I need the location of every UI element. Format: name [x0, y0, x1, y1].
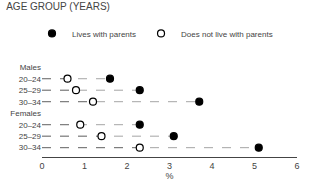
svg-text:30–34: 30–34	[19, 143, 42, 152]
svg-text:AGE GROUP (YEARS): AGE GROUP (YEARS)	[6, 1, 110, 12]
svg-text:4: 4	[209, 161, 214, 171]
svg-text:%: %	[165, 171, 173, 181]
svg-text:0: 0	[39, 161, 44, 171]
svg-text:5: 5	[252, 161, 257, 171]
svg-text:20–24: 20–24	[19, 120, 42, 129]
svg-text:Does not live with parents: Does not live with parents	[181, 30, 273, 39]
svg-text:2: 2	[124, 161, 129, 171]
svg-text:Females: Females	[10, 109, 41, 118]
svg-text:1: 1	[82, 161, 87, 171]
svg-text:30–34: 30–34	[19, 98, 42, 107]
svg-text:3: 3	[167, 161, 172, 171]
svg-text:Lives with parents: Lives with parents	[72, 30, 136, 39]
svg-text:Males: Males	[20, 63, 41, 72]
svg-text:25–29: 25–29	[19, 86, 42, 95]
svg-text:20–24: 20–24	[19, 75, 42, 84]
svg-text:25–29: 25–29	[19, 132, 42, 141]
svg-text:6: 6	[294, 161, 299, 171]
